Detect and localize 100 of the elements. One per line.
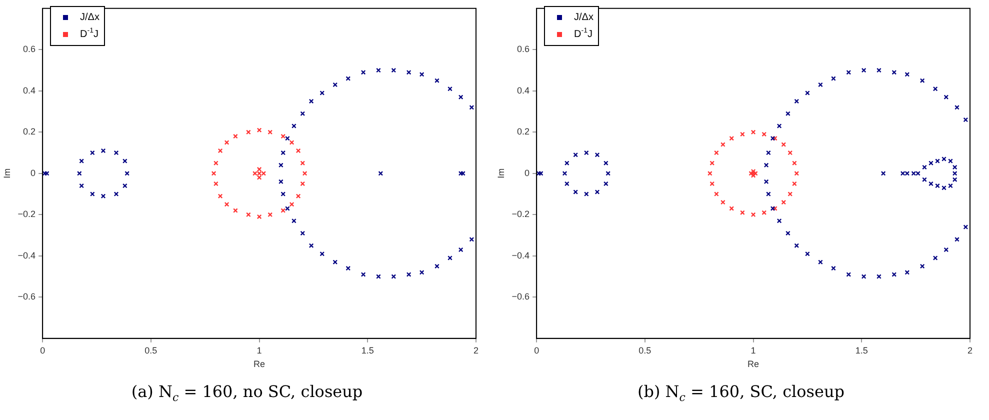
point bbox=[218, 148, 223, 154]
y-tick-label: −0.2 bbox=[512, 209, 530, 220]
point bbox=[122, 183, 128, 188]
point bbox=[100, 194, 106, 199]
point bbox=[740, 132, 745, 137]
point bbox=[419, 72, 424, 77]
point bbox=[124, 170, 130, 176]
text: (b) N$_{c}$ = 160, SC, closeup bbox=[636, 382, 846, 404]
point bbox=[278, 162, 284, 168]
point bbox=[224, 140, 230, 145]
point bbox=[320, 90, 325, 96]
point bbox=[90, 192, 95, 196]
y-tick-label: 0.6 bbox=[23, 44, 36, 54]
point bbox=[292, 218, 296, 224]
point bbox=[214, 160, 218, 166]
point bbox=[762, 210, 767, 216]
point bbox=[346, 266, 351, 271]
point bbox=[292, 124, 296, 128]
point bbox=[246, 212, 251, 218]
point bbox=[391, 68, 396, 73]
point bbox=[300, 160, 306, 166]
y-tick-label: 0 bbox=[524, 168, 530, 178]
legend-label: J/Δx bbox=[80, 11, 100, 25]
point bbox=[794, 170, 800, 176]
point bbox=[218, 194, 223, 199]
point bbox=[360, 70, 366, 75]
x-tick-label: 0 bbox=[40, 345, 46, 356]
point bbox=[750, 168, 756, 174]
point bbox=[788, 192, 793, 196]
point bbox=[772, 206, 778, 211]
y-tick-label: 0.2 bbox=[23, 126, 36, 137]
point bbox=[406, 272, 412, 277]
point bbox=[750, 212, 756, 218]
point bbox=[285, 206, 290, 211]
point bbox=[256, 166, 262, 172]
point bbox=[378, 170, 384, 176]
point bbox=[720, 142, 726, 147]
point bbox=[289, 140, 294, 145]
point bbox=[740, 210, 745, 216]
point bbox=[332, 82, 338, 88]
point bbox=[788, 150, 793, 156]
point bbox=[296, 194, 301, 199]
point bbox=[268, 212, 273, 218]
y-tick-label: 0.6 bbox=[517, 44, 530, 54]
x-tick-label: 0.5 bbox=[144, 345, 158, 356]
point bbox=[391, 274, 396, 279]
y-tick-label: 0.4 bbox=[23, 85, 36, 96]
point bbox=[448, 86, 452, 92]
point bbox=[42, 170, 48, 176]
point bbox=[460, 170, 466, 176]
legend-label: J/Δx bbox=[574, 11, 594, 25]
x-tick-label: 1 bbox=[256, 345, 262, 356]
point bbox=[346, 76, 351, 81]
point bbox=[792, 160, 797, 166]
legend-label: D$^{-1}$J bbox=[80, 26, 98, 42]
y-tick-label: −0.6 bbox=[18, 292, 36, 302]
point bbox=[332, 260, 338, 265]
point bbox=[256, 170, 262, 176]
x-tick-label: 2 bbox=[473, 345, 479, 356]
point bbox=[781, 200, 786, 205]
text: (a) N$_{c}$ = 160, no SC, closeup bbox=[130, 382, 364, 404]
point bbox=[748, 170, 754, 176]
point bbox=[458, 94, 464, 100]
point bbox=[458, 170, 464, 176]
point bbox=[76, 170, 82, 176]
x-tick-label: 2 bbox=[967, 345, 973, 356]
point bbox=[114, 192, 119, 196]
point bbox=[710, 181, 715, 186]
point bbox=[90, 150, 95, 156]
point bbox=[268, 130, 273, 135]
legend-label: D$^{-1}$J bbox=[574, 26, 592, 42]
point bbox=[79, 183, 84, 188]
x-axis-title: Re bbox=[748, 359, 760, 370]
point bbox=[79, 158, 84, 164]
point bbox=[762, 132, 767, 137]
point bbox=[448, 256, 452, 260]
x-axis-title: Re bbox=[254, 359, 266, 370]
point bbox=[300, 111, 306, 116]
point bbox=[308, 98, 314, 104]
y-axis-title: Im bbox=[2, 168, 12, 178]
point bbox=[720, 200, 726, 205]
point bbox=[300, 230, 306, 236]
point bbox=[44, 170, 50, 176]
point bbox=[708, 170, 712, 176]
point bbox=[714, 192, 719, 196]
point bbox=[781, 142, 786, 147]
point bbox=[710, 160, 715, 166]
point bbox=[114, 150, 119, 156]
y-tick-label: −0.4 bbox=[512, 250, 530, 260]
point bbox=[469, 236, 474, 242]
x-tick-label: 0 bbox=[534, 345, 540, 356]
y-tick-label: −0.4 bbox=[18, 250, 36, 260]
point bbox=[256, 128, 262, 133]
y-tick-label: 0 bbox=[30, 168, 36, 178]
point bbox=[792, 181, 797, 186]
point bbox=[285, 136, 290, 141]
point bbox=[278, 179, 284, 184]
point bbox=[302, 170, 308, 176]
point bbox=[360, 272, 366, 277]
point bbox=[419, 270, 424, 275]
